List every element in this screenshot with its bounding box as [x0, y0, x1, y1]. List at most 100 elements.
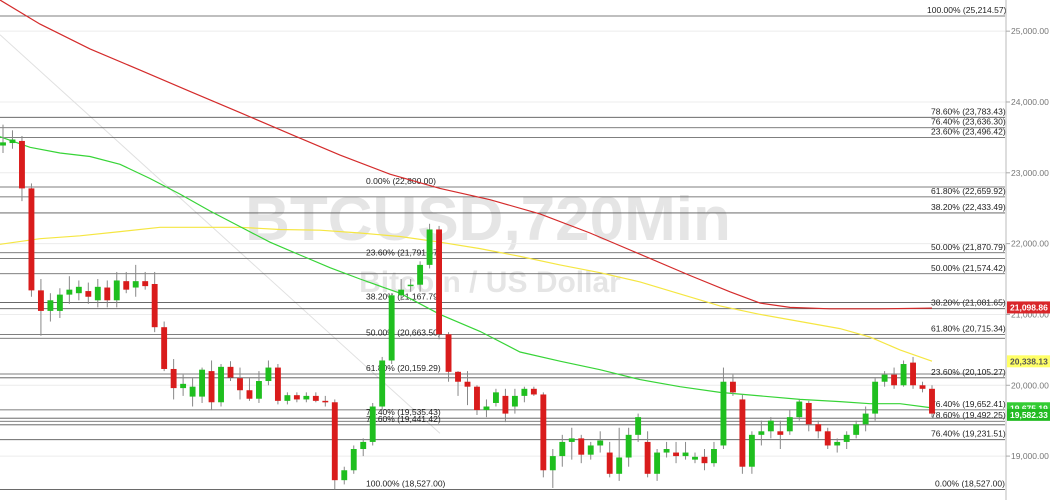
candle-50 — [474, 385, 480, 416]
candle-body-40 — [379, 360, 386, 407]
y-tick-label-3: 22,000.00 — [1011, 239, 1049, 249]
candle-body-67 — [635, 417, 642, 435]
candle-body-54 — [511, 395, 518, 407]
candle-41 — [388, 293, 395, 365]
candle-34 — [322, 395, 329, 407]
candle-0 — [0, 124, 6, 153]
candle-69 — [654, 449, 661, 481]
price-tag-label-0: 21,098.86 — [1010, 302, 1048, 312]
candle-39 — [369, 402, 376, 446]
candle-body-88 — [834, 441, 841, 446]
candle-58 — [549, 449, 556, 488]
candle-body-90 — [853, 424, 860, 435]
candle-17 — [161, 321, 168, 372]
candle-body-78 — [739, 399, 746, 467]
candle-5 — [47, 293, 54, 322]
candle-67 — [635, 413, 642, 442]
fib-label-2: 76.40% (23,636.30) — [931, 117, 1006, 127]
candle-72 — [682, 441, 689, 460]
candle-body-79 — [748, 434, 755, 467]
candle-23 — [218, 364, 224, 407]
candle-96 — [910, 356, 916, 389]
price-tag-box-1 — [1007, 355, 1050, 368]
fib-label-13: 76.40% (19,231.51) — [931, 429, 1006, 439]
candle-body-62 — [587, 445, 594, 455]
candle-body-72 — [682, 452, 689, 457]
candle-24 — [227, 361, 234, 382]
candle-body-98 — [929, 388, 935, 414]
candle-body-2 — [19, 140, 25, 189]
candle-12 — [113, 271, 120, 308]
candle-body-21 — [199, 369, 206, 397]
candle-51 — [483, 399, 490, 418]
fib-label-4: 61.80% (22,659.92) — [931, 186, 1006, 196]
candle-body-76 — [720, 381, 727, 446]
candle-18 — [170, 359, 177, 400]
candle-body-68 — [644, 441, 651, 474]
candle-35 — [331, 399, 338, 490]
candle-48 — [455, 371, 461, 396]
candle-body-75 — [711, 449, 717, 464]
candle-90 — [853, 420, 860, 439]
fib-label-12: 78.60% (19,492.25) — [931, 410, 1006, 420]
fib-label-5: 38.20% (22,433.49) — [931, 202, 1006, 212]
candle-body-10 — [94, 286, 101, 301]
candle-body-39 — [369, 406, 376, 442]
candle-32 — [303, 392, 310, 403]
candle-87 — [824, 427, 831, 450]
candle-body-73 — [692, 456, 698, 460]
candle-body-87 — [824, 431, 831, 446]
candle-78 — [739, 394, 746, 474]
fib-label-20: 76.40% (19,535.43) — [366, 407, 441, 417]
candle-94 — [891, 367, 898, 389]
candle-body-93 — [881, 374, 888, 382]
candle-body-20 — [189, 386, 196, 397]
candle-body-11 — [104, 287, 111, 301]
candle-body-59 — [559, 441, 566, 457]
fib-label-16: 23.60% (21,791.57) — [366, 247, 441, 257]
candle-76 — [720, 367, 727, 450]
fib-levels: 100.00% (25,214.57)78.60% (23,783.43)76.… — [0, 5, 1007, 490]
candle-body-26 — [246, 390, 253, 399]
candle-33 — [312, 392, 319, 403]
candle-body-57 — [540, 394, 547, 471]
candle-77 — [729, 374, 736, 396]
candle-92 — [872, 378, 879, 421]
candle-body-89 — [843, 434, 850, 442]
candle-37 — [350, 445, 357, 474]
candle-83 — [786, 410, 793, 435]
candle-31 — [293, 392, 300, 403]
candle-body-13 — [123, 281, 130, 290]
candle-64 — [606, 441, 613, 478]
candle-body-80 — [758, 431, 765, 435]
candle-body-82 — [777, 431, 784, 435]
fib-label-6: 50.00% (21,870.79) — [931, 242, 1006, 252]
candle-10 — [94, 279, 101, 308]
candle-body-60 — [568, 438, 575, 442]
candle-71 — [673, 441, 679, 464]
candle-91 — [862, 406, 869, 432]
price-tag-0: 21,098.86 — [1007, 301, 1050, 314]
candle-body-1 — [9, 139, 16, 144]
price-tag-3: 19,582.33 — [1007, 408, 1050, 421]
candle-body-49 — [464, 381, 471, 387]
candle-body-55 — [521, 388, 528, 396]
candle-54 — [511, 388, 518, 414]
candle-body-71 — [673, 452, 679, 457]
candle-13 — [123, 271, 130, 294]
candle-body-69 — [654, 452, 661, 474]
candle-82 — [777, 420, 784, 450]
candle-body-15 — [142, 281, 149, 287]
candle-30 — [284, 392, 291, 405]
candle-body-0 — [0, 142, 6, 146]
candle-body-95 — [900, 364, 907, 386]
candle-body-46 — [436, 229, 442, 335]
candle-body-18 — [170, 368, 177, 389]
price-tag-label-2: 19,675.19 — [1010, 403, 1048, 413]
fib-label-19: 61.80% (20,159.29) — [366, 363, 441, 373]
candle-89 — [843, 431, 850, 450]
candle-56 — [530, 386, 537, 396]
candles — [0, 124, 935, 490]
